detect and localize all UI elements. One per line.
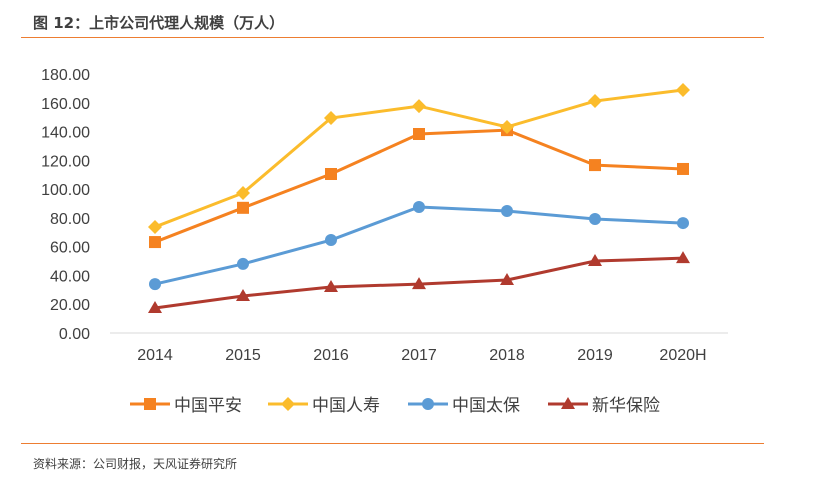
data-point bbox=[325, 168, 337, 181]
series-line bbox=[154, 128, 684, 244]
y-tick-label: 100.00 bbox=[41, 182, 90, 199]
x-tick-label: 2016 bbox=[313, 347, 349, 364]
data-point bbox=[324, 279, 338, 292]
data-point bbox=[413, 200, 425, 213]
data-point bbox=[500, 119, 514, 134]
series-0 bbox=[149, 124, 689, 249]
legend-marker bbox=[144, 398, 156, 410]
x-tick-label: 2015 bbox=[225, 347, 261, 364]
x-tick-label: 2020H bbox=[659, 347, 706, 364]
series-1 bbox=[148, 82, 690, 234]
data-point bbox=[149, 278, 161, 291]
x-tick-label: 2014 bbox=[137, 347, 173, 364]
y-tick-label: 120.00 bbox=[41, 153, 90, 170]
data-point bbox=[148, 300, 162, 313]
y-tick-label: 40.00 bbox=[50, 268, 90, 285]
legend-marker bbox=[281, 397, 295, 411]
x-tick-label: 2017 bbox=[401, 347, 437, 364]
y-tick-label: 60.00 bbox=[50, 240, 90, 257]
legend-label: 中国太保 bbox=[452, 396, 520, 415]
data-point bbox=[324, 111, 338, 126]
series-2 bbox=[149, 200, 689, 291]
legend-item: 中国太保 bbox=[408, 396, 520, 415]
data-point bbox=[236, 289, 250, 302]
data-point bbox=[588, 254, 602, 267]
data-point bbox=[237, 257, 249, 270]
data-point bbox=[588, 94, 602, 109]
legend-marker bbox=[422, 398, 434, 410]
data-point bbox=[500, 273, 514, 286]
data-point bbox=[677, 162, 689, 175]
figure-title: 图 12：上市公司代理人规模（万人） bbox=[33, 14, 285, 32]
data-point bbox=[677, 217, 689, 230]
data-point bbox=[148, 219, 162, 234]
series-3 bbox=[148, 251, 690, 313]
y-tick-label: 20.00 bbox=[50, 297, 90, 314]
legend-label: 新华保险 bbox=[592, 396, 660, 415]
legend-marker bbox=[561, 397, 575, 409]
data-point bbox=[589, 213, 601, 226]
legend-item: 新华保险 bbox=[548, 396, 660, 415]
y-tick-label: 160.00 bbox=[41, 96, 90, 113]
data-point bbox=[412, 99, 426, 114]
legend-item: 中国人寿 bbox=[268, 396, 380, 415]
data-point bbox=[676, 251, 690, 264]
data-point bbox=[237, 201, 249, 214]
y-tick-label: 80.00 bbox=[50, 211, 90, 228]
x-tick-label: 2018 bbox=[489, 347, 525, 364]
source-note: 资料来源：公司财报，天风证券研究所 bbox=[33, 457, 238, 471]
data-point bbox=[676, 82, 690, 97]
y-tick-label: 140.00 bbox=[41, 125, 90, 142]
data-point bbox=[325, 234, 337, 247]
data-point bbox=[149, 236, 161, 249]
data-point bbox=[412, 277, 426, 290]
data-point bbox=[236, 185, 250, 200]
y-tick-label: 0.00 bbox=[59, 326, 90, 343]
bottom-rule bbox=[21, 443, 764, 444]
data-point bbox=[413, 128, 425, 141]
data-point bbox=[501, 204, 513, 217]
x-tick-label: 2019 bbox=[577, 347, 613, 364]
y-tick-label: 180.00 bbox=[41, 67, 90, 84]
series-line bbox=[154, 205, 684, 286]
top-rule bbox=[21, 37, 764, 38]
data-point bbox=[589, 159, 601, 172]
legend-item: 中国平安 bbox=[130, 396, 242, 415]
legend-label: 中国人寿 bbox=[312, 396, 380, 415]
legend-label: 中国平安 bbox=[174, 396, 242, 415]
